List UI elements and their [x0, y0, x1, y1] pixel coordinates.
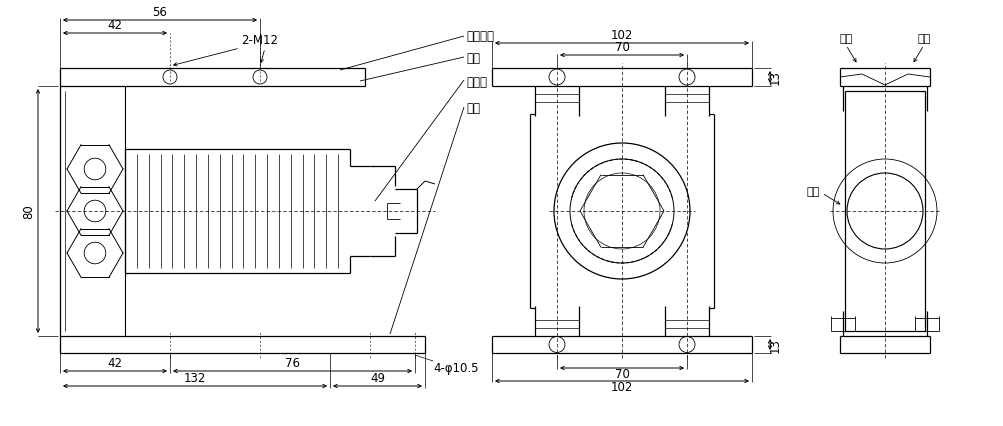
- Text: 4-φ10.5: 4-φ10.5: [432, 361, 478, 374]
- Text: 80: 80: [22, 204, 35, 219]
- Text: 间隙: 间隙: [806, 187, 819, 196]
- Text: 49: 49: [370, 371, 384, 384]
- Text: 70: 70: [614, 41, 629, 54]
- Text: 70: 70: [614, 367, 629, 380]
- Text: 13: 13: [768, 70, 781, 85]
- Text: 2-M12: 2-M12: [242, 34, 278, 47]
- Text: 102: 102: [610, 29, 633, 42]
- Text: 42: 42: [107, 19, 122, 32]
- Text: 13: 13: [768, 337, 781, 352]
- Text: 底板: 底板: [465, 102, 479, 115]
- Text: 76: 76: [285, 356, 300, 369]
- Text: 56: 56: [152, 6, 168, 19]
- Text: 頂板: 頂板: [465, 52, 479, 65]
- Text: 132: 132: [184, 371, 206, 384]
- Text: 102: 102: [610, 380, 633, 393]
- Text: 传感器: 传感器: [465, 75, 486, 88]
- Text: 42: 42: [107, 356, 122, 369]
- Text: 间隙: 间隙: [917, 34, 930, 44]
- Text: 间隙: 间隙: [839, 34, 852, 44]
- Text: 支撐螺栓: 支撐螺栓: [465, 30, 493, 43]
